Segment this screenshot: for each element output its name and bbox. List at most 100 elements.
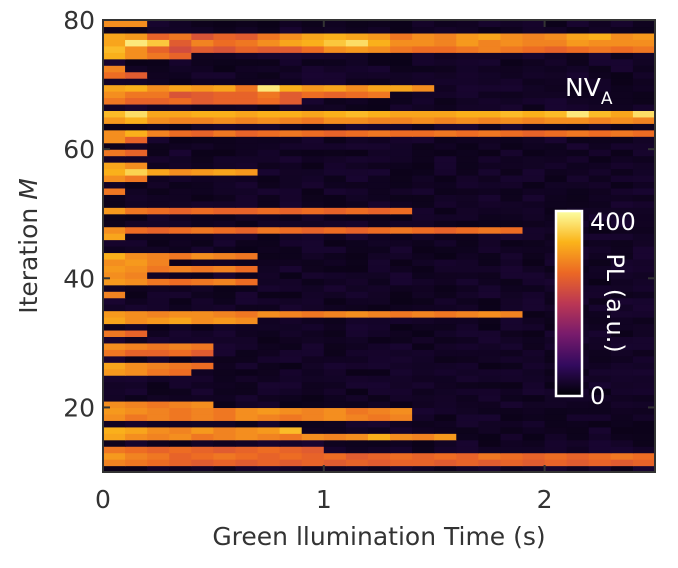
heatmap-cell: [412, 78, 435, 86]
heatmap-cell: [235, 181, 259, 189]
heatmap-cell: [434, 465, 457, 472]
heatmap-cell: [367, 297, 391, 305]
heatmap-cell: [434, 58, 457, 66]
heatmap-cell: [301, 413, 325, 421]
heatmap-cell: [367, 213, 391, 221]
heatmap-cell: [279, 400, 303, 409]
heatmap-cell: [367, 317, 391, 325]
heatmap-cell: [588, 26, 612, 34]
heatmap-cell: [544, 123, 568, 131]
heatmap-cell: [125, 181, 148, 189]
heatmap-cell: [610, 220, 634, 228]
heatmap-cell: [390, 32, 413, 40]
heatmap-cell: [522, 291, 546, 299]
heatmap-cell: [235, 136, 259, 144]
heatmap-cell: [213, 323, 237, 331]
heatmap-cell: [103, 45, 126, 53]
heatmap-cell: [390, 252, 413, 260]
heatmap-cell: [191, 142, 214, 150]
heatmap-cell: [478, 136, 502, 144]
heatmap-cell: [478, 362, 502, 370]
heatmap-cell: [235, 265, 259, 273]
heatmap-cell: [367, 26, 391, 34]
heatmap-cell: [301, 129, 325, 137]
heatmap-cell: [103, 439, 126, 447]
heatmap-cell: [301, 32, 325, 40]
heatmap-cell: [147, 407, 170, 415]
heatmap-cell: [434, 136, 457, 144]
heatmap-cell: [655, 20, 678, 27]
heatmap-cell: [125, 39, 148, 47]
heatmap-cell: [610, 252, 634, 260]
heatmap-cell: [655, 130, 678, 137]
heatmap-cell: [301, 400, 325, 409]
heatmap-cell: [456, 45, 479, 53]
heatmap-cell: [500, 123, 524, 131]
heatmap-cell: [367, 278, 391, 286]
heatmap-cell: [323, 381, 347, 389]
heatmap-cell: [147, 452, 170, 460]
heatmap-cell: [323, 271, 347, 279]
heatmap-cell: [301, 252, 325, 260]
heatmap-cell: [390, 78, 413, 86]
heatmap-cell: [390, 420, 413, 428]
heatmap-cell: [566, 97, 590, 105]
heatmap-cell: [390, 116, 413, 124]
heatmap-cell: [588, 297, 612, 305]
heatmap-cell: [610, 368, 634, 376]
heatmap-cell: [103, 368, 126, 376]
heatmap-cell: [390, 407, 413, 415]
heatmap-cell: [235, 52, 259, 60]
heatmap-cell: [456, 200, 479, 208]
heatmap-cell: [169, 433, 192, 441]
heatmap-cell: [235, 65, 259, 73]
heatmap-cell: [544, 452, 568, 460]
heatmap-cell: [655, 136, 678, 143]
heatmap-cell: [125, 155, 148, 163]
heatmap-cell: [412, 271, 435, 279]
heatmap-cell: [655, 97, 678, 104]
heatmap-cell: [632, 304, 655, 312]
heatmap-cell: [103, 110, 126, 118]
heatmap-cell: [235, 271, 259, 279]
heatmap-cell: [147, 155, 170, 163]
heatmap-cell: [191, 407, 214, 415]
heatmap-cell: [500, 65, 524, 73]
heatmap-cell: [169, 317, 192, 325]
heatmap-cell: [655, 104, 678, 111]
heatmap-cell: [390, 110, 413, 118]
heatmap-cell: [367, 349, 391, 357]
heatmap-cell: [103, 84, 126, 92]
heatmap-cell: [257, 84, 281, 92]
heatmap-cell: [323, 226, 347, 234]
heatmap-cell: [456, 207, 479, 215]
heatmap-cell: [655, 362, 678, 369]
heatmap-cell: [169, 226, 192, 234]
heatmap-cell: [610, 246, 634, 254]
heatmap-cell: [655, 201, 678, 208]
heatmap-cell: [632, 103, 655, 111]
heatmap-cell: [125, 168, 148, 176]
heatmap-cell: [191, 174, 214, 183]
heatmap-cell: [588, 233, 612, 241]
heatmap-cell: [169, 84, 192, 92]
heatmap-cell: [522, 129, 546, 137]
heatmap-cell: [412, 323, 435, 331]
heatmap-cell: [147, 187, 170, 195]
heatmap-cell: [103, 394, 126, 402]
heatmap-cell: [632, 200, 655, 208]
heatmap-cell: [323, 310, 347, 318]
heatmap-cell: [323, 174, 347, 183]
heatmap-cell: [279, 381, 303, 389]
heatmap-cell: [434, 342, 457, 350]
heatmap-cell: [191, 433, 214, 441]
heatmap-cell: [500, 84, 524, 92]
heatmap-cell: [456, 103, 479, 111]
colorbar: [554, 209, 584, 398]
heatmap-cell: [367, 116, 391, 124]
heatmap-cell: [257, 26, 281, 34]
heatmap-cell: [500, 58, 524, 66]
heatmap-cell: [345, 149, 369, 157]
heatmap-cell: [610, 271, 634, 279]
heatmap-cell: [279, 239, 303, 247]
